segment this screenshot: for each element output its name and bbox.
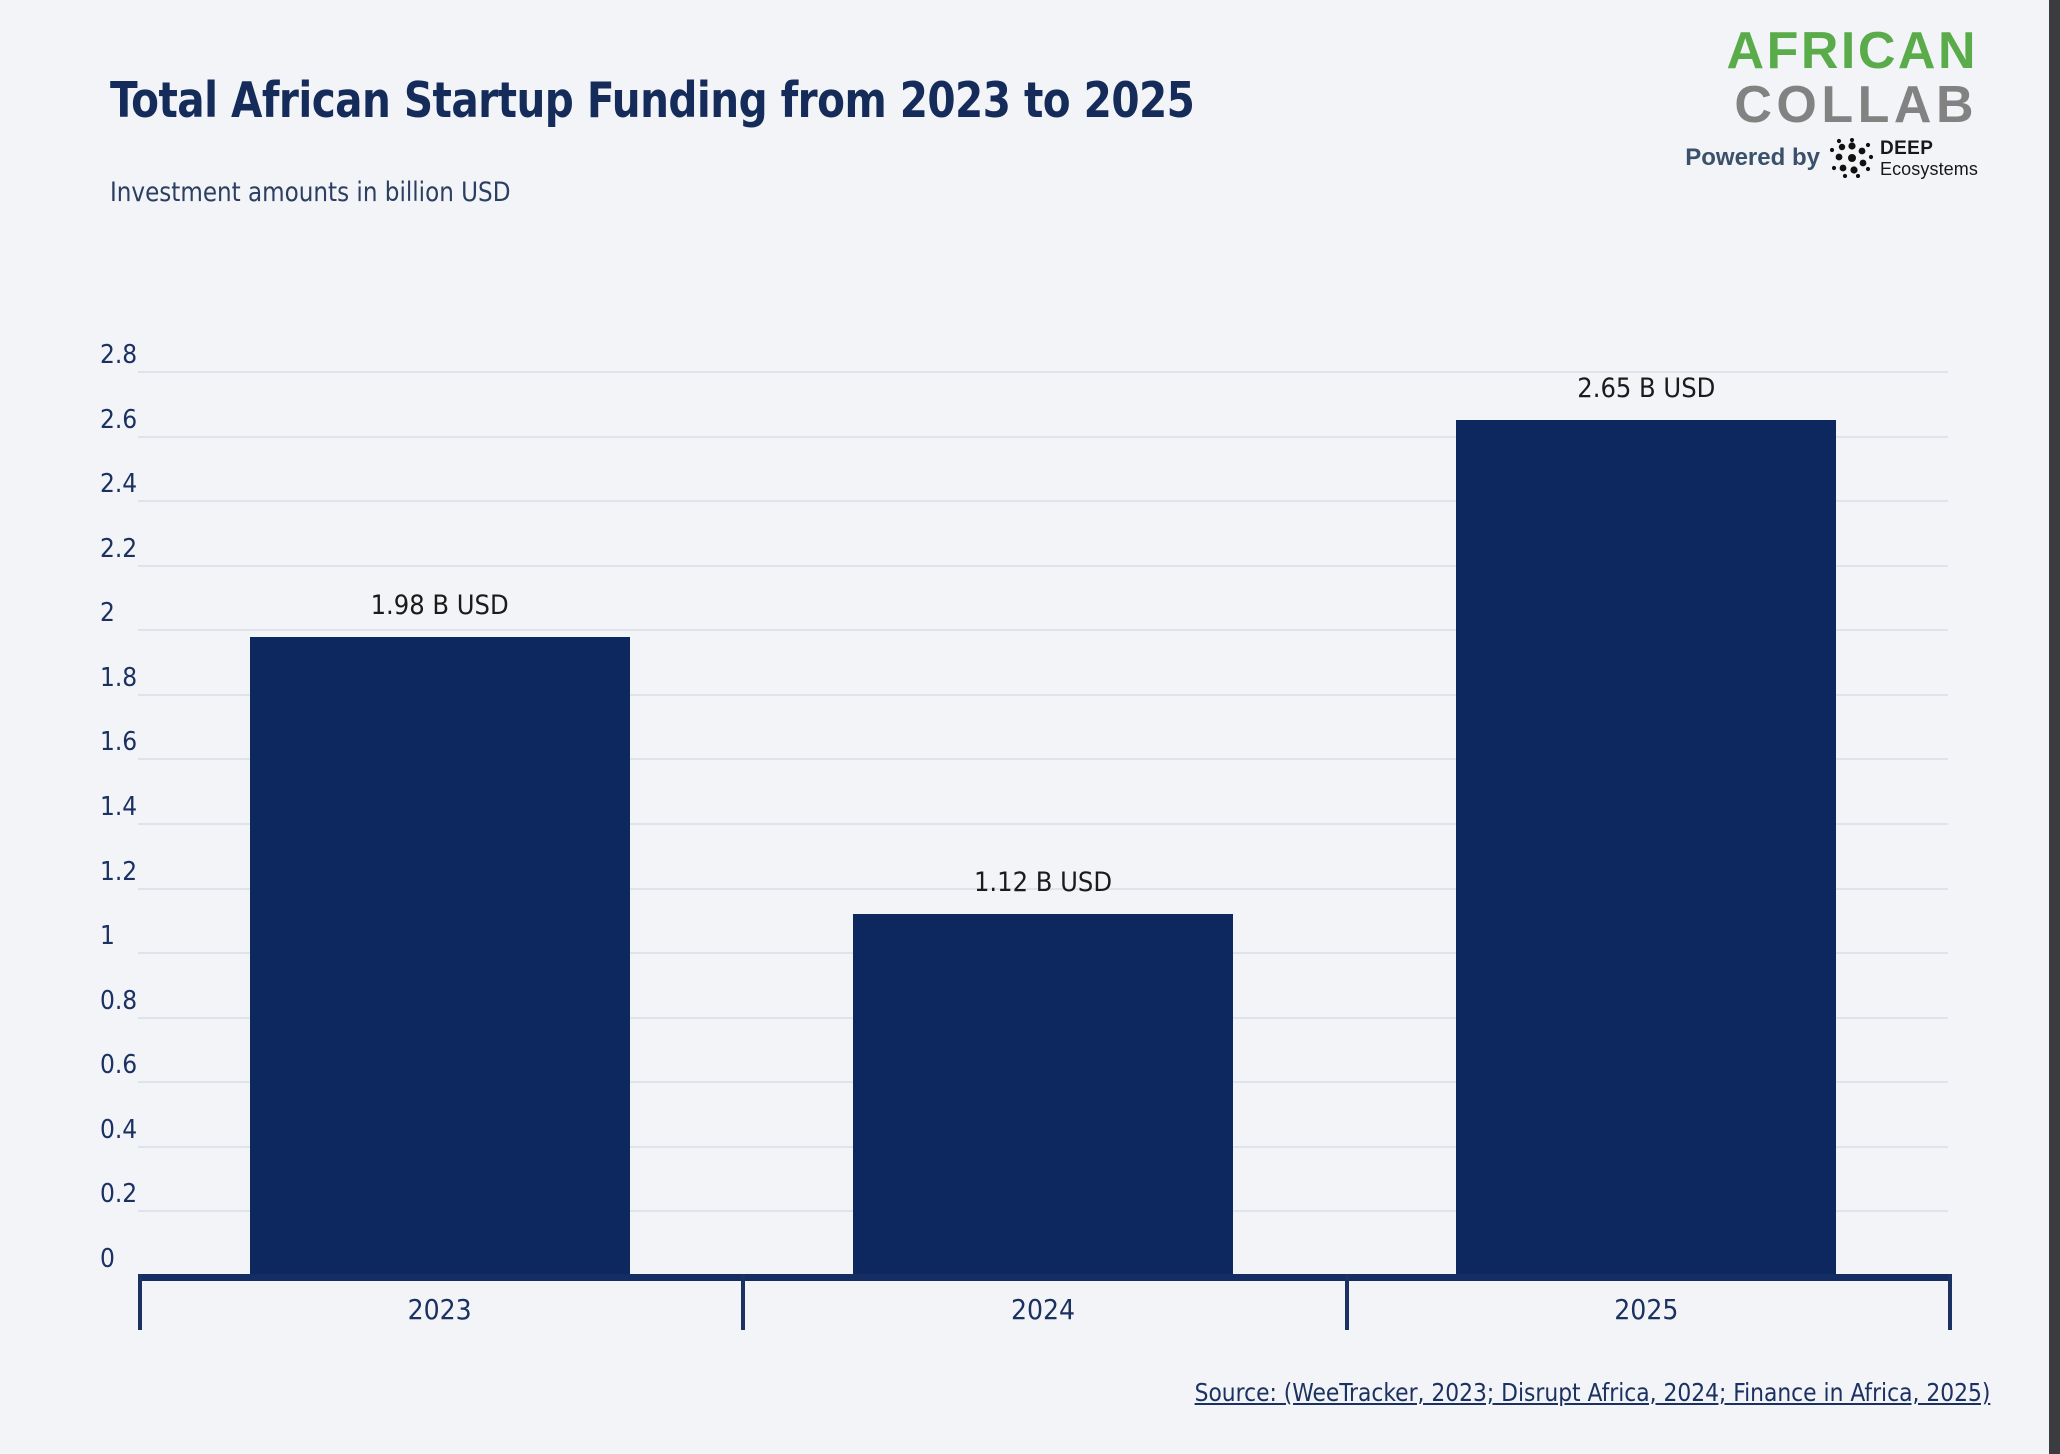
deep-dot-cluster-icon bbox=[1829, 138, 1874, 178]
bar-2024[interactable] bbox=[852, 914, 1234, 1276]
x-axis-tick-end bbox=[1948, 1274, 1952, 1330]
bar-value-label-2023: 1.98 B USD bbox=[370, 589, 509, 621]
bar-value-label-2024: 1.12 B USD bbox=[973, 867, 1113, 899]
gridline bbox=[138, 758, 1948, 761]
gridline bbox=[138, 564, 1948, 567]
gridline bbox=[138, 887, 1948, 890]
powered-by-row: Powered by bbox=[1658, 138, 1978, 178]
y-axis-tick-label: 0 bbox=[100, 1244, 115, 1274]
y-axis-tick-label: 1.4 bbox=[100, 792, 138, 822]
y-axis-tick-label: 2.6 bbox=[100, 404, 138, 435]
x-axis-line bbox=[138, 1274, 1948, 1281]
deep-ecosystems-logo: DEEP Ecosystems bbox=[1829, 138, 1978, 178]
deep-ecosystems-wordmark: DEEP Ecosystems bbox=[1880, 139, 1978, 178]
y-axis-tick-label: 2 bbox=[100, 598, 115, 629]
y-axis-tick-label: 0.6 bbox=[100, 1050, 138, 1081]
powered-by-label: Powered by bbox=[1685, 144, 1820, 171]
gridline bbox=[138, 629, 1948, 632]
x-axis-tick bbox=[1344, 1274, 1349, 1330]
right-edge-border bbox=[2049, 0, 2060, 1454]
bar-value-label-2025: 2.65 B USD bbox=[1577, 373, 1716, 405]
deep-word: DEEP bbox=[1879, 137, 1934, 159]
x-axis-label-2025: 2025 bbox=[1614, 1293, 1679, 1326]
gridline bbox=[138, 500, 1948, 503]
logo-text-collab: COLLAB bbox=[1734, 76, 1978, 134]
ecosystems-word: Ecosystems bbox=[1879, 158, 1978, 179]
x-axis-label-2023: 2023 bbox=[407, 1293, 472, 1326]
y-axis-tick-label: 1.8 bbox=[100, 662, 138, 693]
gridline bbox=[138, 693, 1948, 696]
source-note[interactable]: Source: (WeeTracker, 2023; Disrupt Afric… bbox=[1194, 1378, 1990, 1407]
x-axis-tick bbox=[138, 1274, 142, 1330]
y-axis-tick-label: 0.8 bbox=[100, 985, 138, 1016]
x-axis-tick bbox=[741, 1274, 746, 1330]
gridline bbox=[138, 823, 1948, 825]
chart-header: Total African Startup Funding from 2023 … bbox=[0, 0, 2048, 210]
x-axis-label-2024: 2024 bbox=[1010, 1293, 1076, 1326]
bar-2025[interactable] bbox=[1456, 420, 1837, 1276]
y-axis-tick-label: 1 bbox=[100, 921, 115, 952]
african-collab-logo: AFRICAN COLLAB Powered by bbox=[1658, 24, 1978, 178]
y-axis-tick-label: 1.2 bbox=[100, 856, 138, 887]
page-title: Total African Startup Funding from 2023 … bbox=[110, 72, 1195, 129]
y-axis-tick-label: 0.4 bbox=[100, 1114, 138, 1145]
bar-2023[interactable] bbox=[249, 636, 630, 1276]
y-axis-tick-label: 0.2 bbox=[100, 1179, 138, 1210]
gridline bbox=[138, 435, 1948, 438]
logo-text-african: AFRICAN bbox=[1726, 22, 1978, 80]
chart-subtitle: Investment amounts in billion USD bbox=[110, 177, 511, 208]
y-axis-tick-label: 2.4 bbox=[100, 469, 138, 500]
gridline bbox=[138, 371, 1948, 373]
y-axis-tick-label: 2.8 bbox=[100, 340, 138, 370]
y-axis-tick-label: 1.6 bbox=[100, 727, 138, 758]
y-axis-tick-label: 2.2 bbox=[100, 533, 138, 564]
